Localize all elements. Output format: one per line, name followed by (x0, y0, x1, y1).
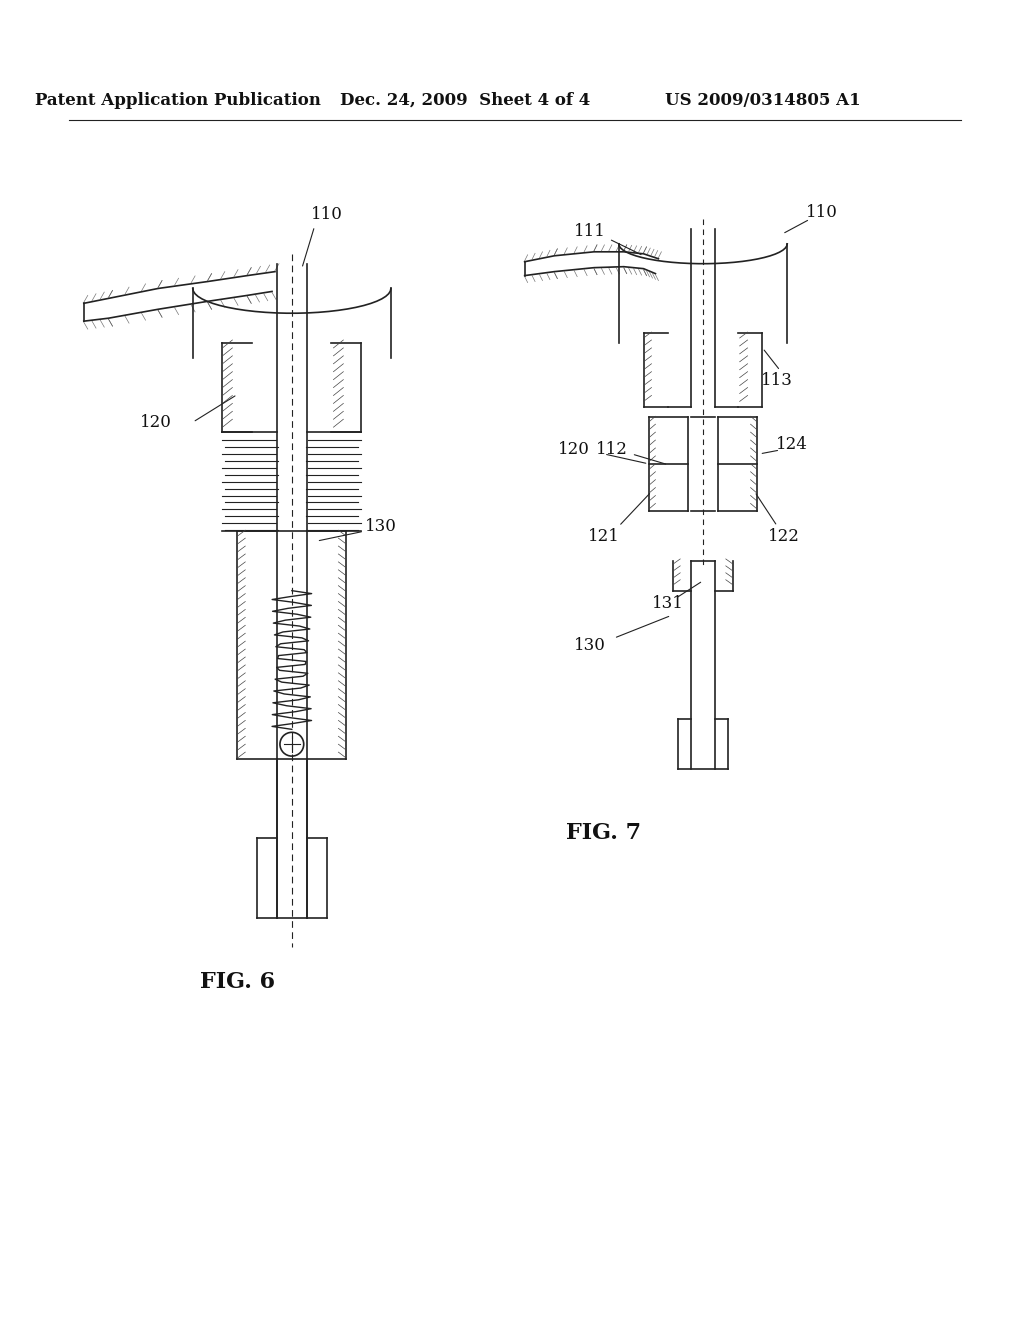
Text: 122: 122 (768, 528, 800, 545)
Text: 120: 120 (140, 413, 172, 430)
Text: FIG. 6: FIG. 6 (200, 972, 274, 993)
Text: Dec. 24, 2009  Sheet 4 of 4: Dec. 24, 2009 Sheet 4 of 4 (340, 91, 591, 108)
Text: 110: 110 (806, 203, 838, 220)
Text: 130: 130 (366, 517, 397, 535)
Text: 113: 113 (762, 372, 794, 389)
Text: US 2009/0314805 A1: US 2009/0314805 A1 (665, 91, 860, 108)
Text: Patent Application Publication: Patent Application Publication (35, 91, 321, 108)
Text: 124: 124 (776, 436, 808, 453)
Text: 121: 121 (588, 528, 620, 545)
Text: 131: 131 (652, 595, 684, 612)
Text: 120: 120 (558, 441, 590, 458)
Text: 112: 112 (596, 441, 628, 458)
Text: FIG. 7: FIG. 7 (566, 822, 641, 845)
Text: 111: 111 (574, 223, 606, 240)
Text: 130: 130 (574, 636, 606, 653)
Text: 110: 110 (310, 206, 342, 223)
